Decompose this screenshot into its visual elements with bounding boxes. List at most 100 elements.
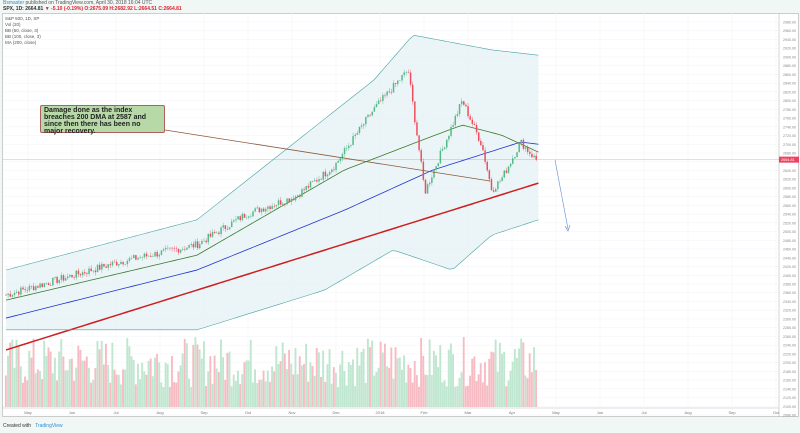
x-tick-label: Oct (245, 410, 252, 415)
y-tick-label: 2480.00 (783, 239, 796, 243)
candle-body (41, 283, 43, 288)
candle-body (403, 72, 405, 76)
candle-body (380, 100, 382, 102)
y-tick-label: 2900.00 (783, 55, 796, 59)
candle-body (377, 100, 380, 105)
volume-bar (322, 350, 325, 407)
bb-lower-line (6, 219, 539, 331)
volume-bar (386, 366, 388, 407)
volume-bar (477, 374, 480, 407)
legend-item[interactable]: Vol (20) (5, 22, 21, 27)
candle-body (156, 252, 158, 257)
volume-bar (341, 350, 344, 407)
created-with: Created with (3, 423, 32, 429)
volume-bar (268, 381, 271, 407)
volume-bar (311, 366, 314, 407)
volume-bar (490, 351, 493, 407)
volume-bar (260, 379, 263, 407)
candle-body (484, 150, 486, 162)
volume-bar (435, 355, 437, 407)
volume-bar (507, 380, 510, 407)
volume-bar (522, 342, 525, 407)
symbol-text: SPX, 1D: 2664.81 (3, 6, 44, 12)
volume-bar (117, 374, 120, 407)
candle-body (475, 124, 478, 133)
candle-body (358, 126, 361, 133)
volume-bar (9, 342, 12, 407)
volume-bar (473, 356, 476, 407)
candle-body (337, 160, 339, 163)
candle-body (262, 208, 265, 212)
legend-item[interactable]: S&P 500, 1D, SP (5, 16, 40, 21)
candle-body (324, 171, 327, 177)
y-tick-label: 2820.00 (783, 90, 796, 94)
y-tick-label: 2500.00 (783, 230, 796, 234)
volume-bar (79, 349, 82, 407)
volume-bar (505, 386, 508, 407)
y-tick-label: 2300.00 (783, 317, 796, 321)
candle-body (7, 293, 9, 295)
legend-item[interactable]: BB (100, close, 3) (5, 34, 41, 39)
candle-body (409, 72, 412, 85)
tradingview-logo[interactable]: TradingView (35, 423, 63, 429)
candle-body (188, 244, 190, 248)
volume-bar (28, 350, 31, 407)
annotation-callout[interactable]: Damage done as the index breaches 200 DM… (40, 105, 165, 135)
y-tick-label: 2940.00 (783, 38, 796, 42)
candle-body (446, 139, 448, 148)
candle-body (235, 219, 237, 221)
volume-bar (139, 379, 141, 407)
volume-bar (501, 353, 503, 407)
last-price-badge (779, 156, 799, 163)
candle-body (341, 154, 344, 159)
legend-item[interactable]: MA (200, close) (5, 40, 37, 45)
candle-body (473, 123, 476, 125)
volume-bar (352, 359, 354, 407)
x-tick-label: Dec (332, 410, 339, 415)
volume-bar (232, 374, 235, 407)
volume-bar (98, 349, 101, 407)
candle-body (175, 248, 178, 250)
candle-body (362, 124, 365, 126)
ma-200-line (5, 182, 539, 351)
candle-body (130, 258, 133, 259)
author-link[interactable]: Bsmaster (3, 0, 25, 6)
candle-body (365, 117, 367, 125)
candle-body (311, 181, 314, 182)
candle-body (503, 170, 506, 178)
candle-body (516, 152, 518, 158)
volume-bar (215, 368, 218, 407)
candle-body (350, 145, 352, 146)
candle-body (282, 203, 284, 205)
legend-item[interactable]: BB (50, close, 3) (5, 28, 39, 33)
volume-bar (49, 351, 52, 407)
volume-bar (511, 361, 514, 407)
volume-bar (111, 342, 114, 407)
volume-bar (343, 371, 346, 407)
candle-body (492, 190, 495, 192)
y-tick-label: 2680.00 (783, 151, 796, 155)
volume-bar (217, 372, 220, 407)
y-tick-label: 2360.00 (783, 291, 796, 295)
candle-body (86, 273, 88, 275)
candle-body (69, 274, 71, 277)
volume-bar (328, 349, 331, 407)
volume-bar (115, 374, 118, 407)
candle-body (477, 132, 480, 141)
candle-body (222, 225, 224, 228)
candle-body (201, 240, 203, 245)
volume-bar (134, 384, 137, 407)
candle-body (15, 291, 18, 293)
candle-body (96, 264, 99, 273)
candle-body (169, 247, 171, 249)
y-tick-label: 2180.00 (783, 370, 796, 374)
y-tick-label: 2760.00 (783, 117, 796, 121)
x-tick-label: Jul (113, 410, 118, 415)
candle-body (299, 195, 301, 197)
candle-body (441, 148, 444, 151)
y-tick-label: 2100.00 (783, 405, 796, 409)
candle-body (133, 255, 135, 259)
volume-bar (317, 352, 320, 407)
volume-bar (479, 363, 482, 407)
